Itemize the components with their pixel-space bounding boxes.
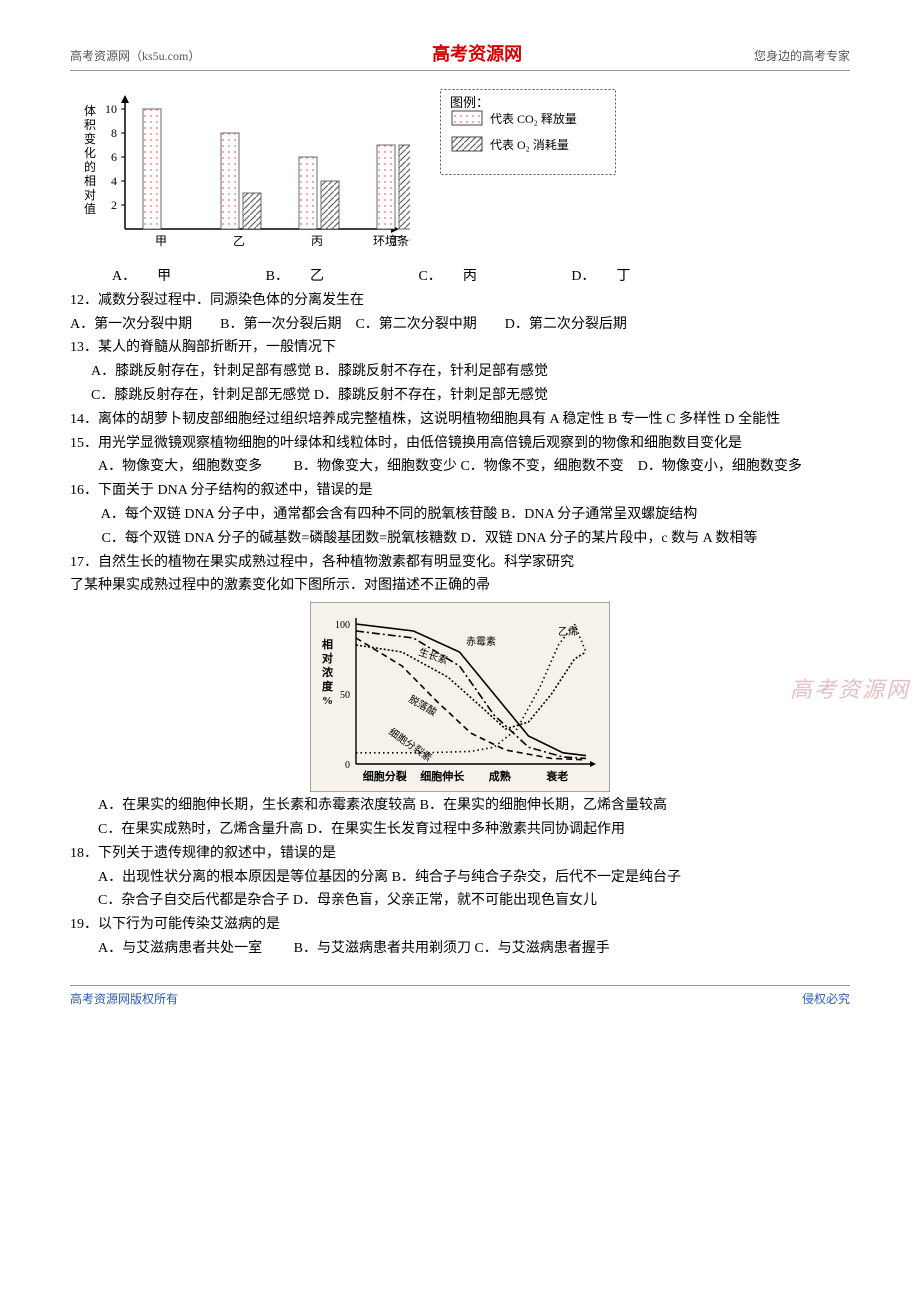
q17-stem1: 17．自然生长的植物在果实成熟过程中，各种植物激素都有明显变化。科学家研究 — [70, 551, 850, 575]
q13-cd: C．膝跳反射存在，针刺足部无感觉 D．膝跳反射不存在，针刺足部无感觉 — [70, 384, 850, 408]
q13-stem: 13．某人的脊髓从胸部折断开，一般情况下 — [70, 336, 850, 360]
watermark-text: 高考资源网 — [790, 672, 910, 704]
footer-divider — [70, 985, 850, 986]
header-right-text: 您身边的高考专家 — [754, 47, 850, 64]
svg-text:乙烯: 乙烯 — [558, 625, 578, 638]
q13-ab: A．膝跳反射存在，针刺足部有感觉 B．膝跳反射不存在，针利足部有感觉 — [70, 360, 850, 384]
svg-text:的: 的 — [84, 159, 96, 174]
q14-stem: 14．离体的胡萝卜韧皮部细胞经过组织培养成完整植株，这说明植物细胞具有 A 稳定… — [70, 408, 850, 432]
svg-text:代表 CO₂ 释放量: 代表 CO₂ 释放量 — [490, 111, 577, 126]
svg-text:环境条件: 环境条件 — [373, 233, 410, 248]
q19-opts: A．与艾滋病患者共处一室 B．与艾滋病患者共用剃须刀 C．与艾滋病患者握手 — [70, 937, 850, 961]
svg-text:赤霉素: 赤霉素 — [466, 635, 496, 648]
svg-text:变: 变 — [84, 131, 96, 146]
svg-text:8: 8 — [111, 126, 117, 140]
svg-text:4: 4 — [111, 174, 117, 188]
q12-opts: A．第一次分裂中期 B．第一次分裂后期 C．第二次分裂中期 D．第二次分裂后期 — [70, 313, 850, 337]
svg-text:相: 相 — [84, 174, 96, 188]
svg-text:50: 50 — [340, 690, 350, 701]
svg-text:浓: 浓 — [322, 665, 334, 679]
svg-text:0: 0 — [345, 760, 350, 771]
svg-text:衰老: 衰老 — [545, 769, 568, 783]
q11-options: A．甲 B．乙 C．丙 D．丁 — [70, 265, 850, 289]
q12-stem: 12．减数分裂过程中．同源染色体的分离发生在 — [70, 289, 850, 313]
svg-text:6: 6 — [111, 150, 117, 164]
footer-left-text: 高考资源网版权所有 — [70, 990, 178, 1007]
svg-text:10: 10 — [105, 102, 117, 116]
q17-stem2: 了某种果实成熟过程中的激素变化如下图所示．对图描述不正确的帚 — [70, 574, 850, 598]
footer-right-text: 侵权必究 — [802, 990, 850, 1007]
svg-text:细胞分裂: 细胞分裂 — [363, 769, 407, 783]
svg-text:值: 值 — [84, 201, 96, 216]
q18-ab: A．出现性状分离的根本原因是等位基因的分离 B．纯合子与纯合子杂交，后代不一定是… — [70, 866, 850, 890]
svg-text:100: 100 — [335, 620, 350, 631]
svg-text:对: 对 — [84, 188, 96, 202]
bar-chart-figure: 246810体积变化的相对值甲乙丙丁环境条件 图例：代表 CO₂ 释放量代表 O… — [70, 89, 850, 259]
q15-stem: 15．用光学显微镜观察植物细胞的叶绿体和线粒体时，由低倍镜换用高倍镜后观察到的物… — [70, 432, 850, 456]
svg-text:%: % — [322, 695, 333, 707]
q15-opts: A．物像变大，细胞数变多 B．物像变大，细胞数变少 C．物像不变，细胞数不变 D… — [70, 455, 850, 479]
bar-chart-legend: 图例：代表 CO₂ 释放量代表 O₂ 消耗量 — [440, 89, 620, 179]
svg-text:积: 积 — [84, 118, 96, 132]
svg-text:细胞伸长: 细胞伸长 — [420, 769, 465, 783]
svg-text:相: 相 — [322, 637, 333, 651]
header-left-text: 高考资源网（ks5u.com） — [70, 47, 200, 64]
opt-a: 甲 — [136, 265, 171, 289]
svg-text:体: 体 — [84, 104, 96, 118]
header-center-logo: 高考资源网 — [432, 40, 522, 66]
q16-ab: A．每个双链 DNA 分子中，通常都会含有四种不同的脱氧核苷酸 B．DNA 分子… — [70, 503, 850, 527]
svg-text:代表 O₂ 消耗量: 代表 O₂ 消耗量 — [490, 138, 569, 152]
opt-c: 丙 — [442, 265, 477, 289]
opt-d: 丁 — [595, 265, 630, 289]
hormone-chart-svg: 050100相对浓度%细胞分裂细胞伸长成熟衰老生长素赤霉素脱落酸细胞分裂素乙烯 — [310, 602, 610, 792]
q18-cd: C．杂合子自交后代都是杂合子 D．母亲色盲，父亲正常，就不可能出现色盲女儿 — [70, 889, 850, 913]
q17-ab: A．在果实的细胞伸长期，生长素和赤霉素浓度较高 B．在果实的细胞伸长期，乙烯含量… — [70, 794, 850, 818]
svg-text:图例：: 图例： — [450, 95, 489, 110]
svg-text:成熟: 成熟 — [489, 769, 511, 783]
svg-text:度: 度 — [322, 679, 334, 693]
svg-text:乙: 乙 — [233, 234, 245, 248]
svg-text:对: 对 — [322, 651, 333, 665]
q19-stem: 19．以下行为可能传染艾滋病的是 — [70, 913, 850, 937]
header-divider — [70, 70, 850, 71]
svg-text:2: 2 — [111, 198, 117, 212]
bar-chart-svg: 246810体积变化的相对值甲乙丙丁环境条件 — [70, 89, 410, 259]
q18-stem: 18．下列关于遗传规律的叙述中，错误的是 — [70, 842, 850, 866]
q16-stem: 16．下面关于 DNA 分子结构的叙述中，错误的是 — [70, 479, 850, 503]
svg-text:甲: 甲 — [155, 234, 167, 248]
q17-cd: C．在果实成熟时，乙烯含量升高 D．在果实生长发育过程中多种激素共同协调起作用 — [70, 818, 850, 842]
q16-cd: C．每个双链 DNA 分子的碱基数=磷酸基团数=脱氧核糖数 D．双链 DNA 分… — [70, 527, 850, 551]
svg-text:丙: 丙 — [311, 234, 323, 248]
svg-text:化: 化 — [84, 146, 96, 160]
opt-b: 乙 — [289, 265, 324, 289]
